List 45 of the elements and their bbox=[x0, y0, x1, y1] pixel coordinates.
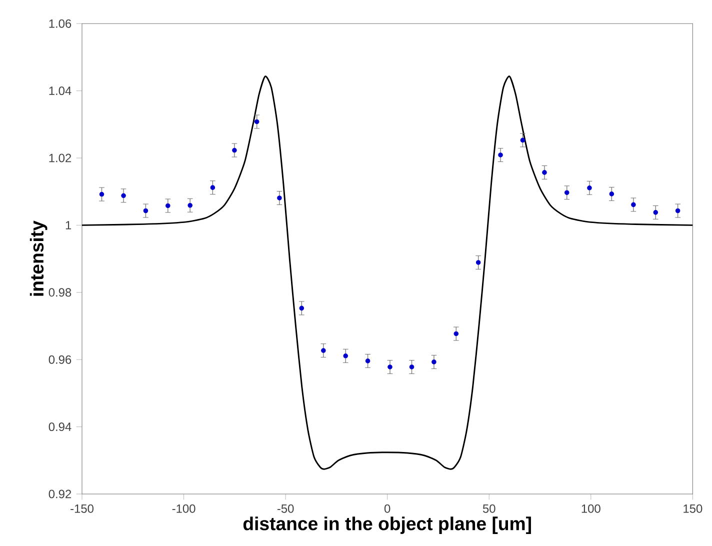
y-tick-label: 0.94 bbox=[48, 422, 72, 432]
point bbox=[277, 196, 282, 200]
point bbox=[210, 185, 216, 190]
y-tick-label: 1.02 bbox=[49, 154, 72, 162]
point bbox=[476, 260, 481, 265]
y-axis-title: intensity bbox=[30, 220, 48, 296]
point bbox=[254, 119, 260, 124]
x-tick-label: -150 bbox=[70, 504, 94, 513]
point bbox=[675, 208, 680, 214]
y-tick-label: 0.92 bbox=[48, 490, 72, 498]
point bbox=[653, 210, 658, 215]
x-axis-title: distance in the object plane [um] bbox=[243, 516, 531, 534]
point bbox=[343, 354, 348, 358]
y-tick-label: 1.06 bbox=[49, 19, 72, 28]
point bbox=[520, 138, 526, 143]
point bbox=[188, 202, 192, 208]
point bbox=[409, 364, 414, 370]
point bbox=[564, 190, 570, 195]
point bbox=[609, 192, 614, 196]
x-tick-label: 0 bbox=[384, 504, 390, 513]
x-tick-label: 50 bbox=[482, 504, 496, 513]
x-tick-label: -100 bbox=[172, 504, 196, 513]
y-tick-label: 1 bbox=[66, 221, 72, 230]
x-tick-label: 150 bbox=[684, 504, 702, 513]
point bbox=[587, 186, 592, 190]
x-tick-label: 100 bbox=[582, 504, 600, 513]
point bbox=[498, 152, 503, 158]
point bbox=[143, 208, 148, 214]
point bbox=[454, 331, 459, 336]
point bbox=[166, 203, 170, 208]
y-tick-label: 0.96 bbox=[48, 355, 72, 364]
point bbox=[321, 348, 326, 353]
point bbox=[631, 202, 636, 208]
point bbox=[365, 358, 370, 364]
point bbox=[542, 170, 547, 175]
point bbox=[299, 306, 304, 311]
point bbox=[99, 192, 104, 197]
line-series bbox=[82, 76, 693, 470]
y-tick-label: 1.04 bbox=[49, 86, 72, 96]
y-tick-label: 0.98 bbox=[48, 288, 72, 297]
x-tick-label: -50 bbox=[277, 504, 294, 513]
point bbox=[121, 193, 126, 198]
point bbox=[388, 364, 392, 370]
point bbox=[232, 148, 237, 153]
point bbox=[432, 360, 436, 364]
